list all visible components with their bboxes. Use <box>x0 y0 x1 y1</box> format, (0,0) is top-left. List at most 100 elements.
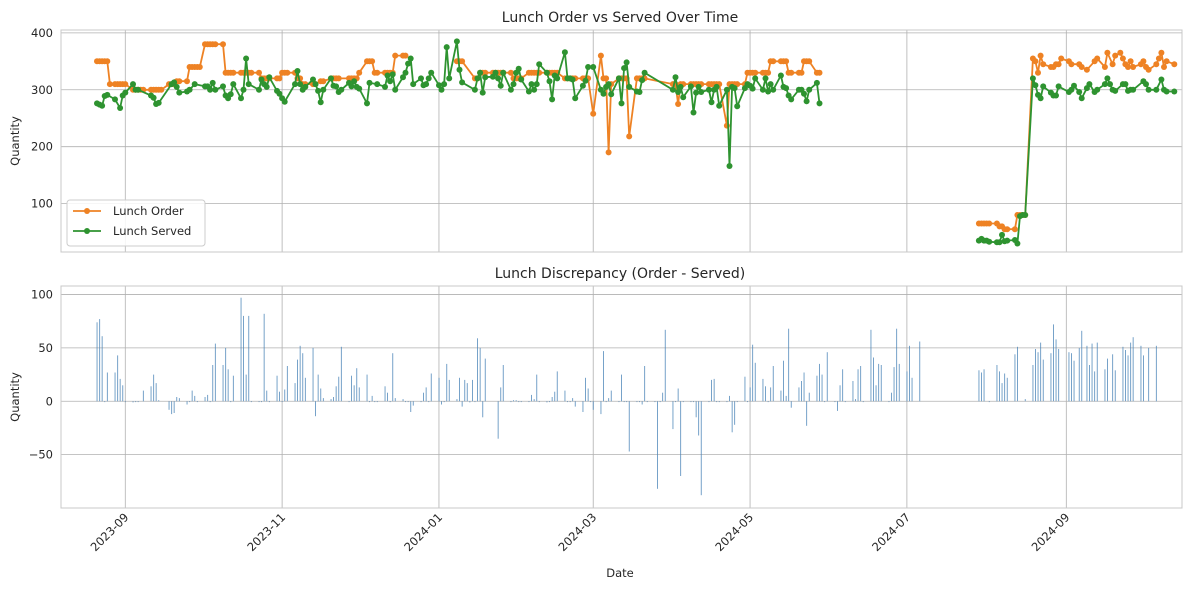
bar <box>474 401 476 403</box>
plot-frame <box>60 285 1183 509</box>
y-tick-label: 50 <box>38 341 53 355</box>
data-point <box>428 69 435 76</box>
data-point <box>1104 75 1111 82</box>
bar <box>564 390 566 402</box>
bar <box>834 401 836 403</box>
bar <box>1089 365 1090 402</box>
data-point <box>479 89 486 96</box>
data-point <box>176 78 183 85</box>
bar <box>366 374 368 402</box>
data-point <box>549 96 556 103</box>
data-point <box>675 89 682 95</box>
bar <box>857 369 859 402</box>
bar <box>785 395 787 402</box>
bar <box>461 401 463 407</box>
data-point <box>531 86 538 93</box>
bar <box>983 369 985 402</box>
data-point <box>425 75 432 82</box>
bar <box>317 374 319 402</box>
bar <box>425 387 427 402</box>
bar <box>178 398 180 402</box>
bar <box>556 371 558 402</box>
data-point <box>1068 61 1075 68</box>
bar <box>837 401 838 411</box>
bar <box>1068 352 1070 402</box>
data-point <box>297 81 304 88</box>
bar <box>590 401 592 403</box>
data-point <box>173 83 180 90</box>
data-point <box>482 69 489 76</box>
data-point <box>605 81 612 88</box>
data-point <box>731 85 738 92</box>
bar <box>1086 345 1088 402</box>
bar <box>263 313 265 402</box>
bar <box>1148 347 1150 402</box>
bar <box>754 362 756 402</box>
data-point <box>441 81 448 88</box>
data-point <box>1145 86 1152 93</box>
data-point <box>117 105 124 111</box>
bar <box>155 383 157 402</box>
data-point <box>996 239 1003 246</box>
bar <box>592 401 594 410</box>
data-point <box>266 74 273 81</box>
bar <box>466 383 468 402</box>
bar <box>862 401 864 403</box>
bar <box>464 379 466 402</box>
data-point <box>1109 61 1116 68</box>
bar <box>726 401 728 403</box>
data-point <box>695 83 702 90</box>
data-point <box>227 91 234 98</box>
bar <box>351 375 352 402</box>
y-tick-label: −50 <box>29 448 53 462</box>
bar <box>348 401 350 403</box>
data-point <box>518 76 525 83</box>
series-lunch-order <box>94 41 1178 233</box>
bar <box>677 388 679 402</box>
data-point <box>400 74 406 81</box>
bar <box>736 401 738 403</box>
bar <box>870 329 872 402</box>
data-point <box>806 86 813 93</box>
bar <box>605 401 607 403</box>
bar <box>1071 353 1072 402</box>
data-point <box>525 88 532 95</box>
series-lunch-served <box>94 38 1178 247</box>
data-point <box>1037 52 1044 59</box>
bar <box>780 390 782 402</box>
bar <box>569 401 571 403</box>
data-point <box>312 81 319 88</box>
data-point <box>1037 95 1044 102</box>
bar <box>718 401 720 403</box>
bar <box>294 383 296 402</box>
bar <box>855 399 856 402</box>
bar <box>446 363 448 402</box>
bar <box>369 401 370 403</box>
data-point <box>1140 58 1147 65</box>
series-lines <box>94 38 1178 247</box>
data-point <box>726 163 733 169</box>
data-point <box>669 86 676 93</box>
data-point <box>641 69 648 76</box>
data-point <box>1171 88 1178 95</box>
data-point <box>1119 55 1126 62</box>
data-point <box>392 52 399 59</box>
data-point <box>364 100 370 107</box>
bar <box>276 375 278 402</box>
bar <box>142 390 144 402</box>
data-point <box>806 58 813 65</box>
bar <box>875 385 877 402</box>
data-point <box>801 90 807 97</box>
data-point <box>1145 66 1152 73</box>
data-point <box>256 86 262 93</box>
bar <box>765 386 766 402</box>
bar <box>189 401 191 403</box>
bar <box>729 395 730 402</box>
bar <box>412 401 414 406</box>
bar <box>734 401 736 425</box>
bar <box>1094 371 1096 402</box>
bar <box>456 399 458 402</box>
data-point <box>453 38 460 45</box>
data-point <box>1158 49 1165 56</box>
bar <box>659 401 661 403</box>
